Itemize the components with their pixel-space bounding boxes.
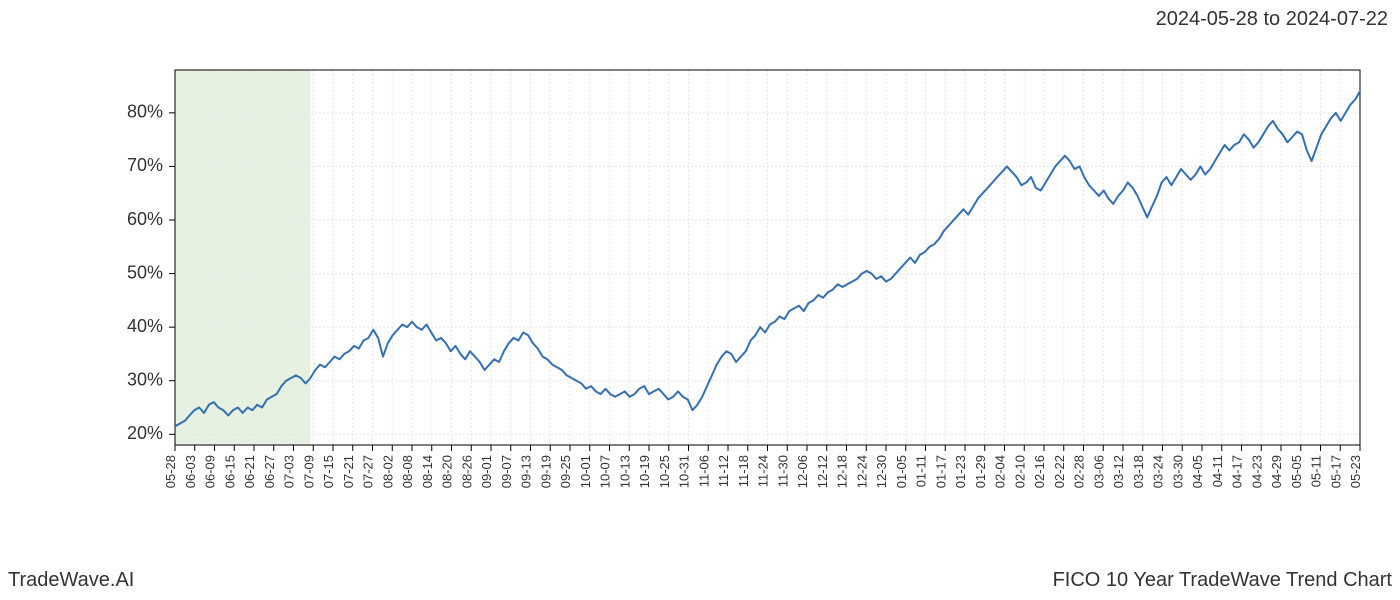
ytick-label: 40% <box>127 316 163 336</box>
xtick-label: 02-10 <box>1012 455 1027 488</box>
xtick-label: 07-09 <box>301 455 316 488</box>
ytick-label: 70% <box>127 155 163 175</box>
xtick-label: 10-13 <box>617 455 632 488</box>
xtick-label: 10-01 <box>578 455 593 488</box>
xtick-label: 01-29 <box>973 455 988 488</box>
xtick-label: 11-06 <box>696 455 711 487</box>
xtick-label: 08-08 <box>400 455 415 488</box>
ytick-label: 50% <box>127 262 163 282</box>
ytick-label: 80% <box>127 102 163 122</box>
xtick-label: 10-25 <box>657 455 672 488</box>
xtick-label: 06-15 <box>222 455 237 488</box>
xtick-label: 05-17 <box>1328 455 1343 488</box>
xtick-label: 11-12 <box>716 455 731 487</box>
xtick-label: 02-28 <box>1072 455 1087 488</box>
xtick-label: 04-17 <box>1230 455 1245 488</box>
xtick-label: 05-11 <box>1309 455 1324 487</box>
xtick-label: 04-23 <box>1249 455 1264 488</box>
xtick-label: 11-30 <box>775 455 790 487</box>
xtick-label: 04-11 <box>1210 455 1225 487</box>
xtick-label: 09-25 <box>558 455 573 488</box>
xtick-label: 03-12 <box>1111 455 1126 488</box>
xtick-label: 03-24 <box>1151 455 1166 488</box>
xtick-label: 06-03 <box>183 455 198 488</box>
xtick-label: 09-01 <box>479 455 494 488</box>
xtick-label: 12-24 <box>854 455 869 488</box>
ytick-label: 20% <box>127 423 163 443</box>
xtick-label: 11-24 <box>756 455 771 487</box>
xtick-label: 09-13 <box>519 455 534 488</box>
xtick-label: 02-16 <box>1032 455 1047 488</box>
xtick-label: 03-30 <box>1170 455 1185 488</box>
xtick-label: 08-20 <box>440 455 455 488</box>
xtick-label: 02-04 <box>993 455 1008 488</box>
xtick-label: 06-27 <box>262 455 277 488</box>
xtick-label: 01-11 <box>914 455 929 487</box>
xtick-label: 07-27 <box>361 455 376 488</box>
ytick-label: 60% <box>127 209 163 229</box>
xtick-label: 07-03 <box>282 455 297 488</box>
chart-caption: FICO 10 Year TradeWave Trend Chart <box>1053 569 1392 592</box>
brand-label: TradeWave.AI <box>8 569 134 592</box>
xtick-label: 01-17 <box>933 455 948 488</box>
xtick-label: 11-18 <box>736 455 751 487</box>
xtick-label: 10-31 <box>677 455 692 488</box>
xtick-label: 09-19 <box>538 455 553 488</box>
xtick-label: 01-05 <box>894 455 909 488</box>
xtick-label: 12-18 <box>835 455 850 488</box>
xtick-label: 05-23 <box>1348 455 1363 488</box>
xtick-label: 03-06 <box>1091 455 1106 488</box>
xtick-label: 05-28 <box>163 455 178 488</box>
xtick-label: 04-29 <box>1269 455 1284 488</box>
xtick-label: 07-15 <box>321 455 336 488</box>
xtick-label: 12-06 <box>795 455 810 488</box>
xtick-label: 12-30 <box>874 455 889 488</box>
xtick-label: 03-18 <box>1131 455 1146 488</box>
xtick-label: 02-22 <box>1052 455 1067 488</box>
xtick-label: 08-14 <box>420 455 435 488</box>
xtick-label: 05-05 <box>1289 455 1304 488</box>
date-range-label: 2024-05-28 to 2024-07-22 <box>1156 8 1388 31</box>
ytick-label: 30% <box>127 369 163 389</box>
xtick-label: 08-26 <box>459 455 474 488</box>
xtick-label: 12-12 <box>815 455 830 488</box>
xtick-label: 10-19 <box>637 455 652 488</box>
xtick-label: 08-02 <box>380 455 395 488</box>
trend-chart: 20% 30% 40% 50% 60% 70% 80% 05-28 06-03 06-09 06-1… <box>0 40 1400 560</box>
xtick-label: 10-07 <box>598 455 613 488</box>
xtick-label: 06-21 <box>242 455 257 488</box>
xtick-label: 04-05 <box>1190 455 1205 488</box>
xtick-label: 07-21 <box>341 455 356 488</box>
xtick-label: 01-23 <box>953 455 968 488</box>
xtick-label: 09-07 <box>499 455 514 488</box>
xtick-label: 06-09 <box>203 455 218 488</box>
